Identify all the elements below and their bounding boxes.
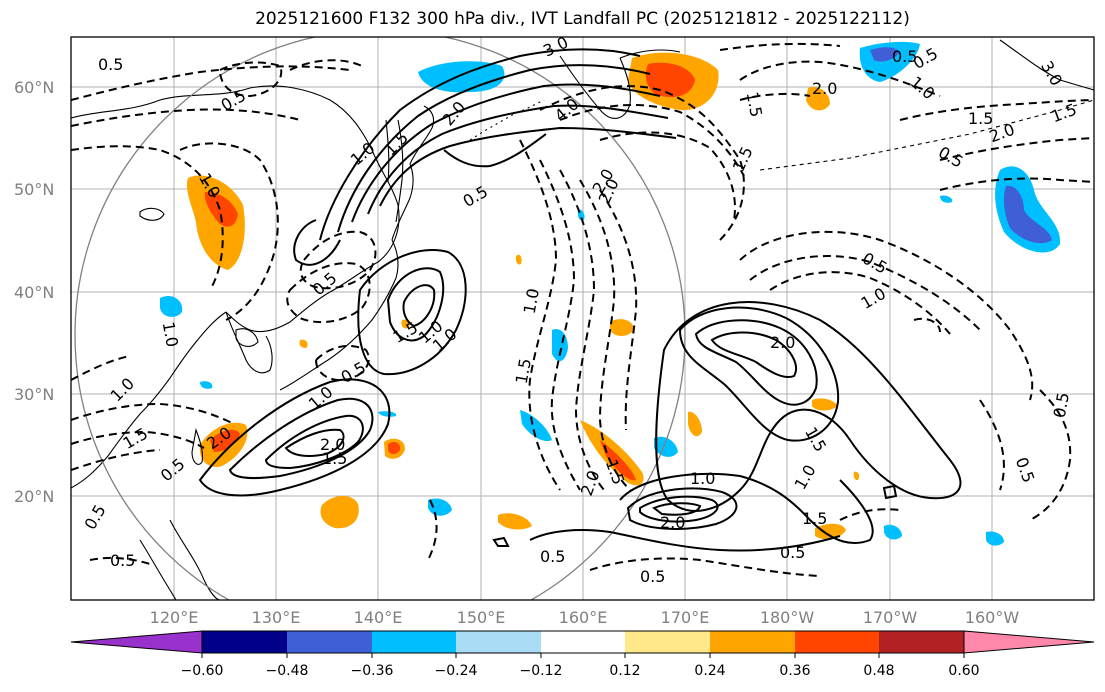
lon-label: 140°E [354, 608, 403, 627]
contour-label: 0.5 [98, 55, 123, 74]
contour-label: 2.0 [660, 513, 685, 532]
reference-circle [74, 37, 686, 600]
lon-label: 150°E [457, 608, 506, 627]
contour-label: 2.0 [320, 435, 345, 454]
lat-label: 50°N [14, 180, 54, 199]
lon-label: 120°E [150, 608, 199, 627]
lon-label: 170°W [863, 608, 918, 627]
contour-label: 1.0 [520, 287, 543, 315]
lat-label: 30°N [14, 385, 54, 404]
coastlines [71, 39, 1094, 600]
lat-label: 40°N [14, 283, 54, 302]
contour-label: 1.5 [322, 449, 347, 468]
colorbar-tick: −0.60 [181, 663, 224, 679]
contour-label: 2.0 [812, 79, 837, 98]
latitude-labels: 60°N 50°N 40°N 30°N 20°N [14, 78, 54, 506]
colorbar-segment [541, 631, 625, 653]
colorbar-segment [710, 631, 795, 653]
contour-label: 1.0 [690, 469, 715, 488]
colorbar-tick: 0.12 [609, 663, 640, 679]
contour-label: 0.5 [110, 551, 135, 570]
colorbar-tick: 0.24 [694, 663, 725, 679]
colorbar-tick: −0.36 [351, 663, 394, 679]
map-title: 2025121600 F132 300 hPa div., IVT Landfa… [255, 9, 910, 29]
contour-label: 0.5 [1050, 391, 1073, 419]
colorbar-extend-min [70, 630, 203, 654]
lon-label: 180°W [760, 608, 815, 627]
colorbar-extend-max [963, 630, 1095, 654]
contour-label: 0.5 [892, 47, 917, 66]
colorbar-segment [372, 631, 456, 653]
contour-label: 1.5 [512, 357, 535, 385]
contour-label: 0.5 [640, 567, 665, 586]
contour-label: 0.5 [780, 543, 805, 562]
map-frame [70, 36, 1095, 601]
lon-label: 170°E [661, 608, 710, 627]
colorbar-segment [287, 631, 372, 653]
lon-label: 130°E [252, 608, 301, 627]
colorbar-segment [795, 631, 879, 653]
colorbar-segment [202, 631, 287, 653]
colorbar-tick: −0.24 [435, 663, 478, 679]
contour-label: 1.0 [159, 320, 182, 348]
lat-label: 20°N [14, 487, 54, 506]
contour-label: 1.5 [743, 90, 766, 118]
colorbar-tick: 0.48 [863, 663, 894, 679]
colorbar-tick: −0.48 [266, 663, 309, 679]
colorbar-tick: −0.12 [520, 663, 563, 679]
contour-label: 0.5 [540, 547, 565, 566]
colorbar-tick: 0.60 [948, 663, 979, 679]
colorbar: −0.60 −0.48 −0.36 −0.24 −0.12 0.12 0.24 … [70, 630, 1095, 679]
lon-label: 160°W [965, 608, 1020, 627]
lon-label: 160°E [559, 608, 608, 627]
contour-label: 2.0 [770, 333, 795, 352]
lat-label: 60°N [14, 78, 54, 97]
colorbar-tick: 0.36 [779, 663, 810, 679]
negative-contour-lines [71, 42, 1094, 577]
shading-fields [160, 41, 1061, 546]
longitude-labels: 120°E 130°E 140°E 150°E 160°E 170°E 180°… [150, 608, 1020, 627]
colorbar-segment [879, 631, 964, 653]
contour-label: 1.5 [802, 509, 827, 528]
colorbar-segment [625, 631, 710, 653]
colorbar-segment [456, 631, 541, 653]
contour-label: 1.5 [968, 109, 993, 128]
